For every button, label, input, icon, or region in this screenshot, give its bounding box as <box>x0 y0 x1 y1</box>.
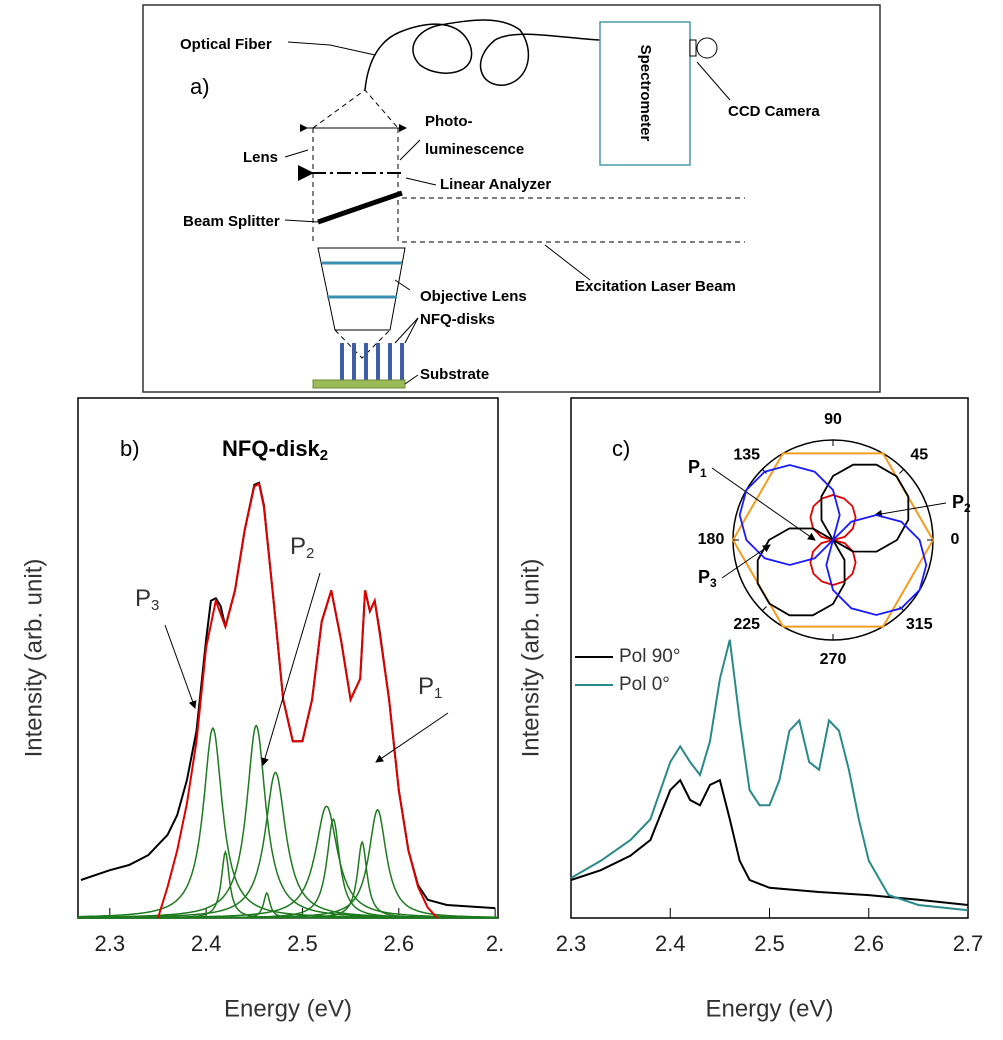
annotation: P3 <box>135 585 159 614</box>
diagram: Optical Fiber a) Spectrometer CCD Camera… <box>142 4 881 393</box>
substrate <box>312 379 406 389</box>
x-tick-label: 2.3 <box>94 931 125 956</box>
annotation-arrow <box>375 712 449 763</box>
camera-lens <box>696 37 718 59</box>
disk <box>400 343 404 380</box>
polar-label-sub: 1 <box>700 466 707 480</box>
label: Objective Lens <box>420 288 527 305</box>
disk <box>352 343 356 380</box>
spectrum <box>570 778 969 906</box>
nfq-disks <box>340 343 404 380</box>
x-tick-label: 2.4 <box>655 931 686 956</box>
angle-label: 180 <box>698 531 725 548</box>
polar-curve <box>756 463 910 617</box>
plot-frame <box>77 397 499 919</box>
optical-fiber <box>364 19 601 91</box>
polar-curve <box>738 464 928 616</box>
label: CCD Camera <box>728 103 820 120</box>
chart-title-main: NFQ-disk <box>222 436 321 461</box>
x-axis-label: Energy (eV) <box>705 995 833 1022</box>
polar-label-sub: 3 <box>710 576 717 590</box>
x-axis-label: Energy (eV) <box>224 995 352 1022</box>
label: Beam Splitter <box>183 213 280 230</box>
focus-cone <box>312 89 399 129</box>
angle-tick <box>899 468 905 474</box>
label: Excitation Laser Beam <box>575 278 736 295</box>
fit-component <box>78 726 498 919</box>
angle-label: 225 <box>733 616 760 633</box>
x-tick-label: 2.7 <box>953 931 984 956</box>
y-axis-label: Intensity (arb. unit) <box>517 559 544 758</box>
x-tick-label: 2.3 <box>556 931 587 956</box>
x-tick-label: 2.5 <box>754 931 785 956</box>
angle-label: 270 <box>820 651 847 668</box>
angle-tick <box>761 606 767 612</box>
polar-arrow <box>874 502 947 518</box>
annotation-main: P <box>135 585 151 612</box>
x-tick-label: 2.6 <box>853 931 884 956</box>
angle-label: 45 <box>910 446 928 463</box>
y-axis-label: Intensity (arb. unit) <box>20 559 47 758</box>
polar-label-main: P <box>952 492 964 512</box>
label: Lens <box>243 149 278 166</box>
beam-splitter <box>317 190 403 225</box>
spectrum <box>157 482 439 919</box>
annotation-sub: 2 <box>306 545 314 562</box>
label: Substrate <box>420 366 489 383</box>
fit-component <box>78 808 498 919</box>
annotation-main: P <box>418 673 434 700</box>
chart-title: NFQ-disk2 <box>222 436 328 464</box>
fit-component <box>78 724 498 919</box>
polar-label: P1 <box>688 457 707 480</box>
label: Photo- <box>425 113 472 130</box>
polar-label: P2 <box>952 492 971 515</box>
angle-label: 90 <box>824 411 842 428</box>
panel-label: a) <box>190 74 210 99</box>
annotation: P1 <box>418 673 442 702</box>
annotation-main: P <box>290 533 306 560</box>
disk <box>388 343 392 380</box>
angle-label: 135 <box>733 446 760 463</box>
pointers <box>284 41 731 385</box>
annotation-sub: 1 <box>434 685 442 702</box>
disk <box>364 343 368 380</box>
polar-label-sub: 2 <box>964 501 971 515</box>
camera-body <box>689 39 697 57</box>
legend-label: Pol 90° <box>619 646 680 667</box>
fit-component <box>78 817 498 919</box>
spectrum <box>570 639 969 912</box>
disk <box>340 343 344 380</box>
polar-label: P3 <box>698 567 717 590</box>
panel-label: b) <box>120 436 140 461</box>
label: Optical Fiber <box>180 36 272 53</box>
label: Spectrometer <box>637 45 654 142</box>
polar-label-main: P <box>688 457 700 477</box>
panel-label: c) <box>612 436 630 461</box>
legend-label: Pol 0° <box>619 674 670 695</box>
disk <box>376 343 380 380</box>
x-tick-label: 2. <box>486 931 504 956</box>
annotation-arrow <box>261 572 321 766</box>
annotation-arrow <box>164 624 197 709</box>
annotation-sub: 3 <box>151 597 159 614</box>
chart-title-sub: 2 <box>320 447 328 464</box>
angle-label: 0 <box>951 531 960 548</box>
x-tick-label: 2.6 <box>383 931 414 956</box>
spectrometer-box <box>599 21 691 166</box>
polar-arrow <box>721 544 771 579</box>
label: Linear Analyzer <box>440 176 551 193</box>
x-tick-label: 2.5 <box>287 931 318 956</box>
fit-component <box>78 849 498 919</box>
polar-label-main: P <box>698 567 710 587</box>
annotation: P2 <box>290 533 314 562</box>
label: luminescence <box>425 141 524 158</box>
angle-label: 315 <box>906 616 933 633</box>
objective-lens <box>317 247 406 331</box>
label: NFQ-disks <box>420 311 495 328</box>
x-tick-label: 2.4 <box>191 931 222 956</box>
focus-cone <box>334 329 391 359</box>
